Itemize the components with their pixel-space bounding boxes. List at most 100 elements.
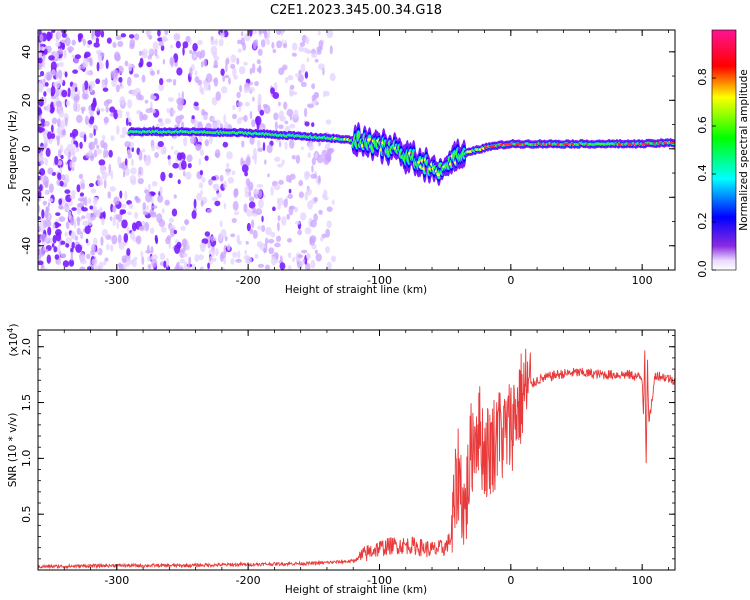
spectrogram-noise-blob (107, 191, 111, 199)
x-tick-label: -300 (104, 574, 129, 587)
colorbar-tick-label: 0.0 (696, 260, 709, 278)
spectrogram-noise-blob (129, 231, 135, 240)
spectrogram-noise-blob (272, 206, 276, 212)
spectrogram-noise-blob (100, 30, 105, 38)
spectrogram-noise-blob (214, 149, 221, 159)
spectrogram-noise-blob (308, 142, 314, 151)
spectrogram-noise-blob (149, 208, 155, 216)
spectrogram-noise-blob (88, 142, 93, 150)
snr-frame (37, 329, 676, 571)
spectrogram-noise-blob (284, 120, 289, 125)
spectrogram-noise-blob (147, 264, 152, 270)
spectrogram-noise-blob (311, 52, 318, 59)
spectrogram-noise-blob (85, 212, 92, 220)
spectrogram-noise-blob (198, 134, 203, 144)
spectrogram-noise-blob (294, 73, 301, 78)
spectrogram-noise-blob (286, 108, 294, 117)
spectrogram-noise-blob (249, 228, 254, 235)
spectrogram-noise-blob (114, 53, 121, 62)
spectrogram-noise-blob (223, 114, 227, 124)
spectrogram-noise-blob (220, 68, 225, 76)
colorbar-gradient (711, 29, 737, 271)
spectrogram-noise-blob (54, 155, 59, 166)
spectrogram-noise-blob (95, 148, 103, 155)
spectrogram-noise-blob (115, 214, 120, 220)
x-tick-label: -100 (367, 274, 392, 287)
spectrogram-noise-blob (129, 174, 137, 184)
spectrogram-noise-blob (295, 154, 301, 164)
spectrogram-noise-blob (38, 204, 41, 214)
spectrogram-noise-blob (123, 233, 129, 243)
spectrogram-noise-blob (206, 208, 213, 214)
spectrogram-noise-blob (236, 234, 241, 244)
spectrogram-noise-blob (164, 118, 171, 124)
spectrogram-noise-blob (133, 73, 140, 78)
spectrogram-noise-blob (38, 168, 46, 176)
spectrogram-noise-blob (58, 78, 64, 84)
spectrogram-noise-blob (126, 248, 131, 256)
spectrogram-noise-blob (62, 260, 70, 268)
spectrogram-noise-blob (101, 134, 106, 141)
spectrogram-noise-blob (125, 117, 129, 127)
spectrogram-noise-blob (256, 225, 262, 230)
spectrogram-noise-blob (304, 121, 310, 127)
spectrogram-noise-blob (44, 248, 49, 253)
spectrogram-noise-blob (100, 164, 105, 175)
y-tick-label: 0 (20, 145, 33, 152)
spectrogram-noise-blob (156, 69, 160, 75)
spectrogram-noise-blob (315, 253, 322, 262)
spectrogram-noise-blob (158, 83, 165, 92)
spectrogram-noise-blob (166, 78, 173, 83)
spectrogram-noise-blob (88, 110, 94, 116)
spectrogram-noise-blob (88, 149, 93, 157)
spectrogram-noise-blob (148, 34, 153, 40)
spectrogram-noise-blob (159, 78, 164, 86)
spectrogram-noise-blob (304, 227, 312, 235)
spectrogram-noise-blob (161, 208, 165, 214)
spectrogram-noise-blob (211, 196, 218, 201)
spectrogram-noise-blob (90, 249, 96, 256)
spectrogram-noise-blob (102, 211, 106, 220)
spectrogram-noise-blob (151, 145, 156, 152)
spectrogram-noise-blob (128, 203, 134, 209)
spectrogram-noise-blob (301, 249, 308, 254)
spectrogram-noise-blob (121, 126, 127, 136)
spectrogram-noise-blob (89, 80, 96, 89)
spectrogram-noise-blob (164, 30, 169, 36)
spectrogram-noise-blob (89, 205, 94, 210)
spectrogram-noise-blob (61, 32, 67, 38)
spectrogram-noise-blob (82, 83, 86, 93)
spectrogram-noise-blob (59, 180, 64, 187)
spectrogram-ridge-peak (671, 141, 675, 145)
spectrogram-noise-blob (215, 248, 219, 257)
spectrogram-noise-blob (193, 198, 197, 209)
spectrogram-noise-blob (103, 116, 110, 124)
spectrogram-noise-blob (300, 146, 304, 151)
spectrogram-noise-blob (261, 225, 266, 232)
spectrogram-noise-blob (58, 61, 64, 68)
spectrogram-noise-blob (198, 182, 204, 189)
spectrogram-noise-blob (264, 159, 267, 165)
spectrogram-noise-blob (200, 200, 204, 207)
colorbar-tick-label: 0.4 (696, 164, 709, 182)
spectrogram-noise-blob (101, 228, 108, 237)
spectrogram-noise-blob (262, 141, 266, 152)
spectrogram-noise-blob (38, 52, 43, 58)
spectrogram-noise-blob (87, 197, 92, 205)
spectrogram-noise-blob (60, 252, 67, 258)
spectrogram-noise-blob (300, 81, 307, 88)
spectrogram-noise-blob (161, 226, 167, 233)
spectrogram-noise-blob (325, 152, 331, 161)
spectrogram-noise-blob (244, 32, 251, 42)
spectrogram-noise-blob (310, 219, 317, 228)
spectrogram-noise-blob (199, 149, 205, 156)
spectrogram-noise-blob (252, 96, 255, 102)
spectrogram-noise-blob (55, 223, 62, 227)
spectrogram-noise-blob (203, 81, 210, 91)
spectrogram-noise-blob (41, 209, 45, 219)
spectrogram-noise-blob (70, 248, 74, 253)
spectrogram-noise-blob (189, 50, 193, 55)
spectrogram-noise-blob (131, 222, 137, 232)
spectrogram-noise-blob (141, 167, 144, 177)
